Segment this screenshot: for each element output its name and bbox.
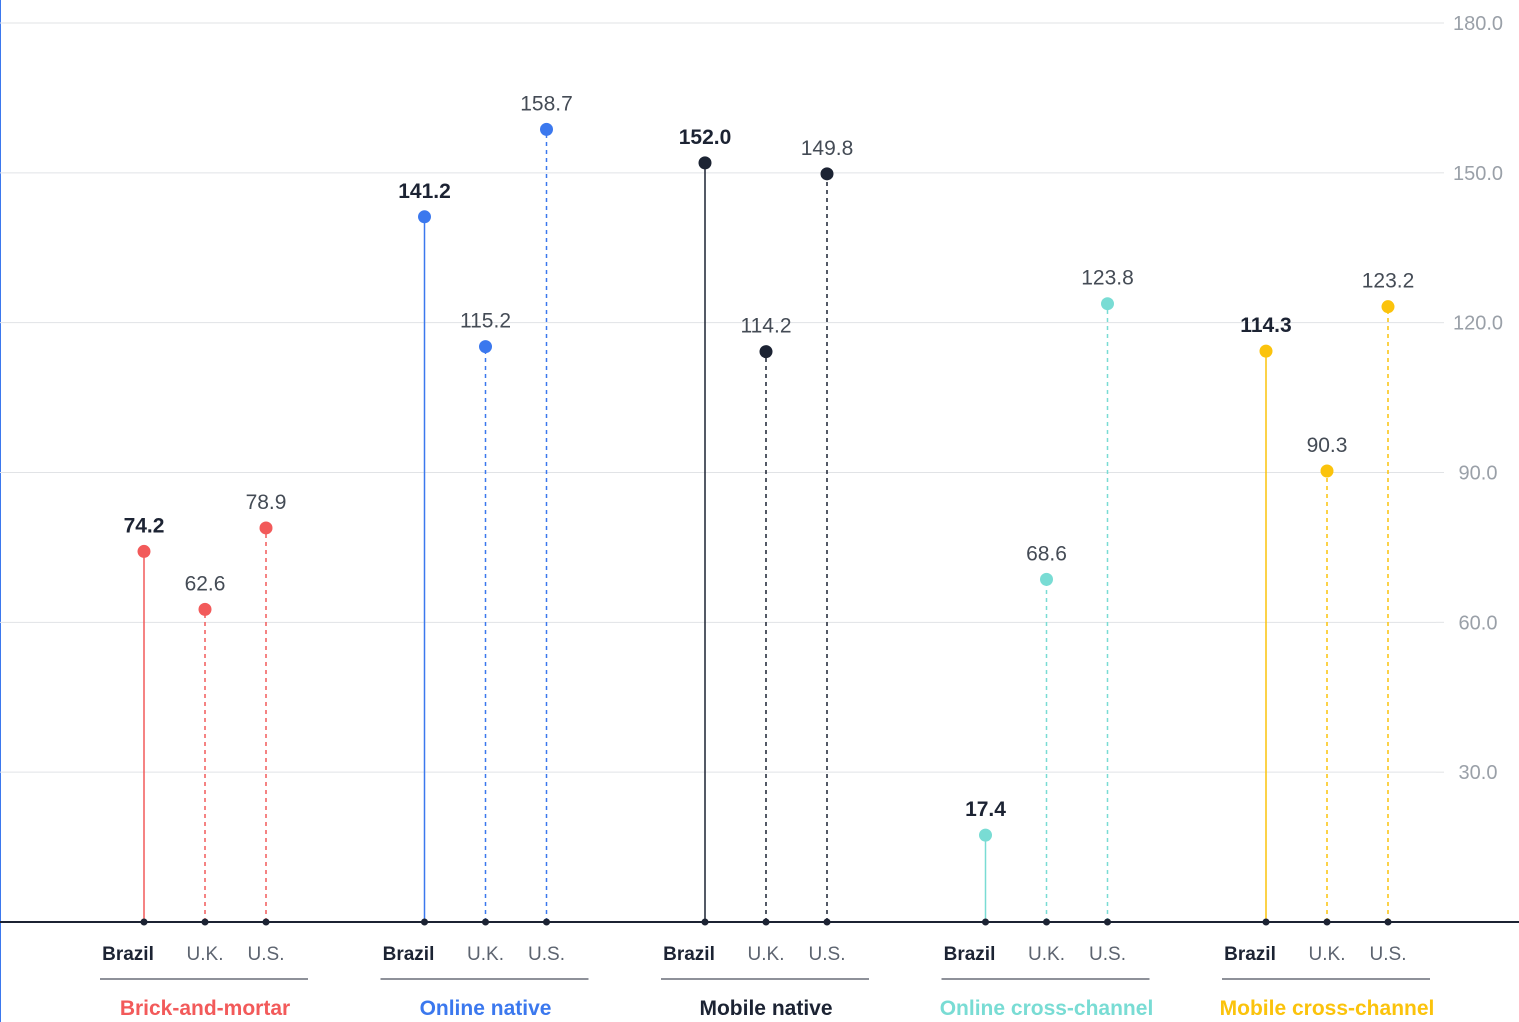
baseline-dot xyxy=(201,918,209,926)
lollipop-point xyxy=(1101,297,1114,311)
lollipop-point xyxy=(979,828,992,842)
x-tick-label: U.S. xyxy=(528,944,565,965)
data-label: 152.0 xyxy=(679,126,732,149)
baseline-dot xyxy=(1043,918,1050,926)
data-label: 141.2 xyxy=(398,180,451,203)
x-tick-label: U.K. xyxy=(187,944,224,965)
data-label: 158.7 xyxy=(520,92,573,115)
lollipop-point xyxy=(137,544,151,558)
group-label: Brick-and-mortar xyxy=(120,997,290,1020)
x-tick-label: U.K. xyxy=(748,944,785,965)
baseline-dot xyxy=(262,918,270,926)
x-tick-label: U.S. xyxy=(248,944,285,965)
baseline-dot xyxy=(1104,918,1111,926)
lollipop-point xyxy=(418,210,431,224)
lollipop-point xyxy=(759,345,773,359)
lollipop-point xyxy=(820,167,834,181)
lollipop-point xyxy=(1040,572,1053,586)
lollipop-point xyxy=(1381,300,1395,314)
baseline-dot xyxy=(762,918,770,926)
data-label: 115.2 xyxy=(460,310,511,333)
lollipop-point xyxy=(479,340,492,354)
data-label: 90.3 xyxy=(1307,434,1348,457)
x-tick-label: U.K. xyxy=(1309,944,1346,965)
x-tick-label: Brazil xyxy=(102,944,154,965)
baseline-dot xyxy=(701,918,709,926)
baseline-dot xyxy=(140,918,148,926)
baseline-dot xyxy=(1384,918,1392,926)
lollipop-point xyxy=(1320,464,1334,478)
x-tick-label: U.K. xyxy=(467,944,504,965)
data-label: 17.4 xyxy=(965,798,1006,821)
x-tick-label: Brazil xyxy=(383,944,435,965)
data-label: 62.6 xyxy=(185,572,226,595)
lollipop-point xyxy=(198,602,212,616)
group-label: Mobile native xyxy=(699,997,832,1020)
x-tick-label: Brazil xyxy=(1224,944,1276,965)
data-label: 74.2 xyxy=(124,514,165,537)
data-label: 68.6 xyxy=(1026,542,1067,565)
baseline-dot xyxy=(1323,918,1331,926)
baseline-dot xyxy=(482,918,489,926)
group-label: Online cross-channel xyxy=(940,997,1154,1020)
x-tick-label: U.S. xyxy=(1089,944,1126,965)
y-tick-label: 90.0 xyxy=(1459,463,1498,485)
y-tick-label: 30.0 xyxy=(1459,762,1498,784)
baseline-dot xyxy=(1262,918,1270,926)
baseline-dot xyxy=(982,918,989,926)
data-label: 78.9 xyxy=(246,491,287,514)
y-tick-label: 60.0 xyxy=(1459,612,1498,634)
data-label: 149.8 xyxy=(801,137,854,160)
baseline-dot xyxy=(421,918,428,926)
y-tick-label: 120.0 xyxy=(1453,313,1503,335)
data-label: 123.2 xyxy=(1362,270,1415,293)
lollipop-point xyxy=(540,122,553,136)
baseline-dot xyxy=(543,918,550,926)
lollipop-point xyxy=(698,156,712,170)
data-label: 123.8 xyxy=(1081,267,1134,290)
y-tick-label: 180.0 xyxy=(1453,13,1503,35)
baseline-dot xyxy=(823,918,831,926)
data-label: 114.2 xyxy=(741,315,792,338)
data-label: 114.3 xyxy=(1240,314,1291,337)
y-tick-label: 150.0 xyxy=(1453,163,1503,185)
x-tick-label: Brazil xyxy=(663,944,715,965)
x-tick-label: U.S. xyxy=(1370,944,1407,965)
group-label: Mobile cross-channel xyxy=(1220,997,1435,1020)
x-tick-label: U.K. xyxy=(1028,944,1065,965)
lollipop-point xyxy=(259,521,273,535)
x-tick-label: U.S. xyxy=(809,944,846,965)
group-label: Online native xyxy=(420,997,552,1020)
lollipop-point xyxy=(1259,344,1273,358)
x-tick-label: Brazil xyxy=(944,944,996,965)
